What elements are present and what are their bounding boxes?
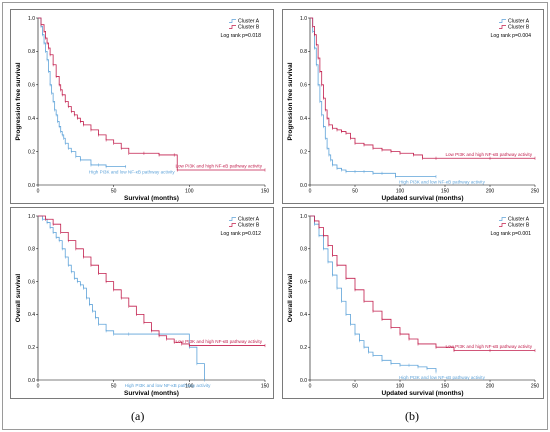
x-tick-label: 200: [486, 189, 495, 195]
log-rank-stat: Log rank p=0.012: [220, 231, 261, 237]
y-tick-label: 1.0: [28, 214, 35, 220]
y-tick-label: 0.6: [300, 279, 307, 285]
y-axis-title: Progression free survival: [287, 62, 294, 140]
y-tick-label: 0.8: [28, 49, 35, 55]
x-tick-label: 150: [261, 384, 270, 390]
annotation-cluster-b: Low PI3K and high NF-κB pathway activity: [445, 344, 532, 349]
x-tick-label: 0: [309, 384, 312, 390]
annotation-cluster-b: Low PI3K and high NF-κB pathway activity: [445, 152, 532, 157]
y-tick-label: 1.0: [28, 16, 35, 22]
legend-label: Cluster A: [238, 19, 260, 25]
x-tick-label: 50: [111, 384, 117, 390]
chart-panel-pfs-updated-survival: 0.0 0.2 0.4 0.6 0.8 1.0 0 50 100 150 200 250 Updated…: [282, 9, 544, 204]
annotation-cluster-a: High PI3K and low NF-κB pathway activity: [89, 170, 175, 175]
legend-swatch: [229, 217, 236, 221]
y-tick-label: 1.0: [300, 214, 307, 220]
y-axis-title: Progression free survival: [15, 62, 22, 140]
legend-label: Cluster A: [508, 19, 530, 25]
legend-label: Cluster A: [508, 217, 530, 223]
annotation-cluster-a: High PI3K and low NF-κB pathway activity: [125, 383, 211, 388]
km-curve-cluster-b: [310, 17, 535, 159]
x-tick-label: 0: [37, 384, 40, 390]
km-chart-svg: 0.0 0.2 0.4 0.6 0.8 1.0 0 50 100 150 200 250 Updated…: [287, 16, 540, 202]
x-axis-title: Survival (months): [124, 390, 179, 397]
y-tick-label: 0.0: [28, 378, 35, 384]
log-rank-stat: Log rank p=0.004: [490, 33, 531, 39]
y-tick-label: 0.4: [28, 116, 35, 122]
legend-label: Cluster B: [508, 25, 530, 31]
km-curve-cluster-a: [310, 17, 436, 178]
x-axis-title: Survival (months): [124, 195, 179, 202]
x-tick-label: 100: [396, 384, 405, 390]
y-axis-title: Overall survival: [287, 274, 294, 323]
annotation-cluster-b: Low PI3K and high NF-κB pathway activity: [175, 339, 262, 344]
x-tick-label: 100: [185, 384, 194, 390]
annotation-cluster-a: High PI3K and low NF-κB pathway activity: [399, 180, 485, 185]
legend-swatch: [499, 19, 506, 23]
legend-swatch: [499, 217, 506, 221]
y-tick-label: 0.4: [28, 312, 35, 318]
y-tick-label: 0.2: [28, 345, 35, 351]
legend-label: Cluster B: [238, 25, 260, 31]
subfigure-label-b: (b): [405, 409, 419, 423]
chart-panel-os-survival: 0.0 0.2 0.4 0.6 0.8 1.0 0 50 100 150 Survival (mon…: [10, 207, 274, 399]
km-curve-cluster-b: [38, 215, 265, 346]
x-tick-label: 250: [531, 384, 540, 390]
x-tick-label: 100: [396, 189, 405, 195]
x-tick-label: 200: [486, 384, 495, 390]
x-tick-label: 250: [531, 189, 540, 195]
x-tick-label: 50: [352, 384, 358, 390]
legend-swatch: [499, 223, 506, 227]
legend-swatch: [229, 19, 236, 23]
km-curve-cluster-a: [38, 215, 205, 380]
y-tick-label: 0.8: [300, 247, 307, 253]
legend-swatch: [229, 25, 236, 29]
x-axis-title: Updated survival (months): [382, 390, 464, 397]
legend-label: Cluster B: [508, 223, 530, 229]
legend-swatch: [499, 25, 506, 29]
y-tick-label: 0.4: [300, 116, 307, 122]
legend-label: Cluster A: [238, 217, 260, 223]
x-tick-label: 50: [111, 189, 117, 195]
y-tick-label: 0.2: [300, 345, 307, 351]
x-tick-label: 150: [261, 189, 270, 195]
log-rank-stat: Log rank p=0.001: [490, 231, 531, 237]
subfigure-label-a: (a): [131, 409, 145, 423]
km-chart-svg: 0.0 0.2 0.4 0.6 0.8 1.0 0 50 100 150 Survival (mon…: [15, 16, 270, 202]
km-chart-svg: 0.0 0.2 0.4 0.6 0.8 1.0 0 50 100 150 Survival (mon…: [15, 214, 270, 397]
km-chart-svg: 0.0 0.2 0.4 0.6 0.8 1.0 0 50 100 150 200 250 Updated…: [287, 214, 540, 397]
km-curve-cluster-a: [310, 215, 437, 372]
legend-label: Cluster B: [238, 223, 260, 229]
x-tick-label: 150: [441, 189, 450, 195]
y-tick-label: 0.6: [28, 279, 35, 285]
y-tick-label: 0.8: [28, 247, 35, 253]
km-curve-cluster-b: [38, 17, 265, 171]
y-tick-label: 0.0: [300, 183, 307, 189]
y-tick-label: 0.0: [28, 183, 35, 189]
y-tick-label: 1.0: [300, 16, 307, 22]
x-tick-label: 0: [37, 189, 40, 195]
y-axis-title: Overall survival: [15, 274, 22, 323]
x-tick-label: 150: [441, 384, 450, 390]
annotation-cluster-b: Low PI3K and high NF-κB pathway activity: [175, 163, 262, 168]
x-tick-label: 100: [185, 189, 194, 195]
legend-swatch: [229, 223, 236, 227]
y-tick-label: 0.0: [300, 378, 307, 384]
chart-panel-os-updated-survival: 0.0 0.2 0.4 0.6 0.8 1.0 0 50 100 150 200 250 Updated…: [282, 207, 544, 399]
y-tick-label: 0.2: [300, 149, 307, 155]
y-tick-label: 0.6: [28, 83, 35, 89]
y-tick-label: 0.4: [300, 312, 307, 318]
y-tick-label: 0.8: [300, 49, 307, 55]
x-axis-title: Updated survival (months): [382, 195, 464, 202]
y-tick-label: 0.2: [28, 149, 35, 155]
log-rank-stat: Log rank p=0.018: [220, 33, 261, 39]
chart-panel-pfs-survival: 0.0 0.2 0.4 0.6 0.8 1.0 0 50 100 150 Survival (mon…: [10, 9, 274, 204]
y-tick-label: 0.6: [300, 83, 307, 89]
x-tick-label: 50: [352, 189, 358, 195]
km-curve-cluster-a: [38, 17, 126, 168]
annotation-cluster-a: High PI3K and low NF-κB pathway activity: [399, 375, 485, 380]
x-tick-label: 0: [309, 189, 312, 195]
